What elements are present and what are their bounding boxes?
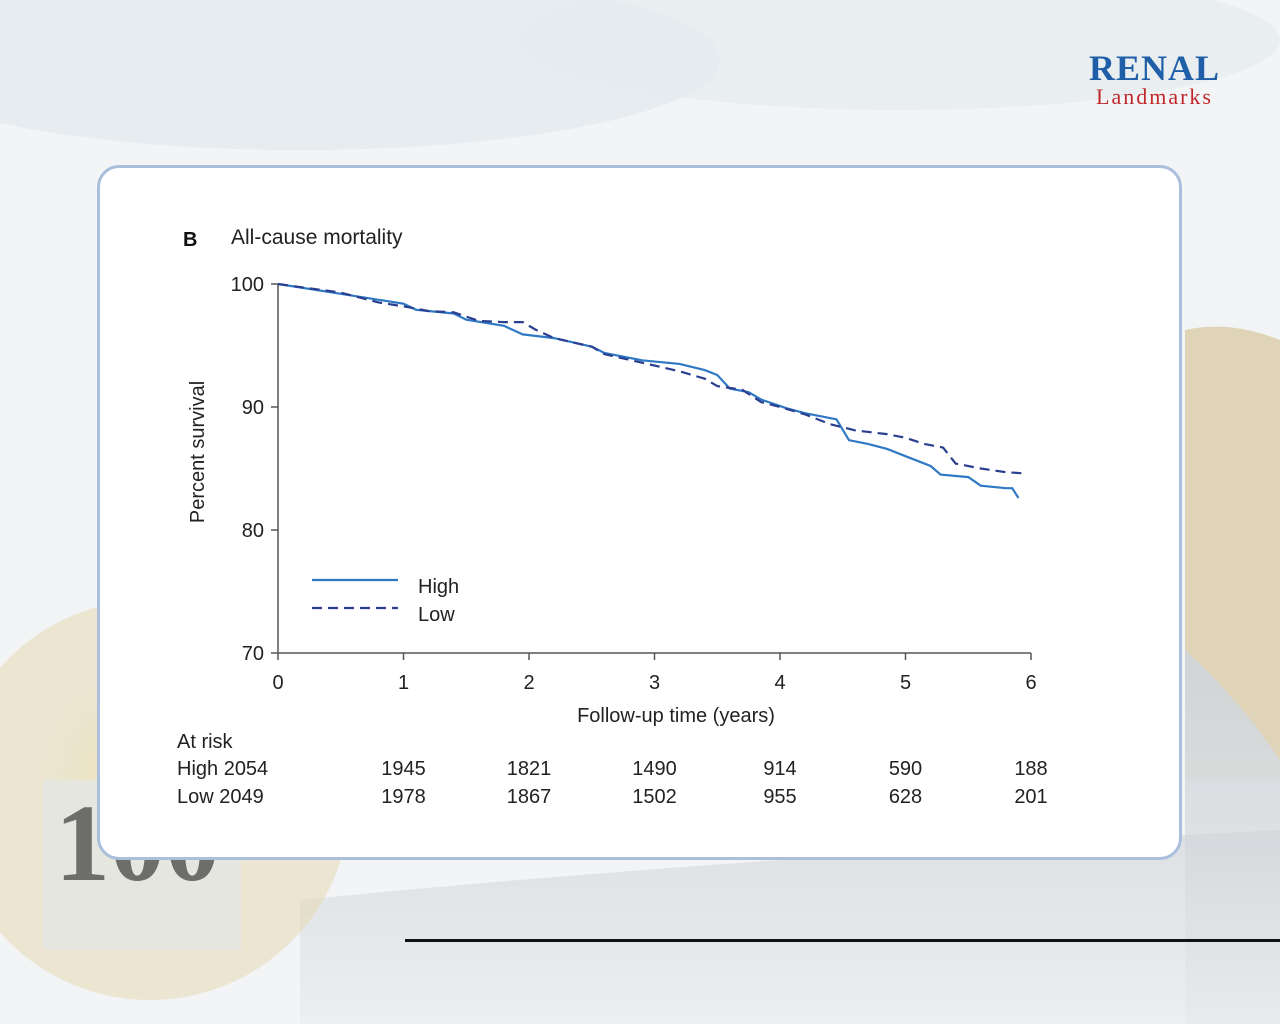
survival-chart: B All-cause mortality Percent survival F… (177, 226, 1048, 808)
footer-rule (405, 939, 1280, 942)
panel-label: B (183, 229, 197, 251)
at-risk-row-label: High 2054 (177, 758, 268, 780)
legend-label-high: High (418, 576, 459, 598)
x-tick-label: 4 (774, 672, 785, 694)
x-tick-label: 6 (1025, 672, 1036, 694)
at-risk-value: 1867 (507, 786, 552, 808)
chart-panel: B All-cause mortality Percent survival F… (97, 165, 1182, 860)
at-risk-value: 1502 (632, 786, 677, 808)
legend-label-low: Low (418, 604, 455, 626)
y-tick-label: 80 (242, 520, 264, 542)
at-risk-header: At risk (177, 731, 234, 753)
at-risk-value: 628 (889, 786, 922, 808)
at-risk-value: 201 (1014, 786, 1047, 808)
x-tick-label: 2 (523, 672, 534, 694)
at-risk-row-label: Low 2049 (177, 786, 264, 808)
series-line-high (277, 282, 1020, 499)
y-tick-label: 70 (242, 643, 264, 665)
y-tick-label: 100 (231, 274, 264, 296)
y-axis-label: Percent survival (187, 381, 209, 523)
x-tick-label: 1 (398, 672, 409, 694)
logo-main-text: RENAL (1088, 48, 1220, 88)
at-risk-value: 1978 (381, 786, 426, 808)
at-risk-value: 188 (1014, 758, 1047, 780)
at-risk-value: 1945 (381, 758, 426, 780)
x-tick-label: 3 (649, 672, 660, 694)
x-axis-label: Follow-up time (years) (577, 705, 775, 727)
series-line-low (277, 282, 1025, 475)
at-risk-value: 914 (763, 758, 796, 780)
at-risk-value: 1821 (507, 758, 552, 780)
y-tick-label: 90 (242, 397, 264, 419)
at-risk-value: 955 (763, 786, 796, 808)
renal-landmarks-logo: RENAL Landmarks (1089, 50, 1220, 108)
x-tick-label: 0 (272, 672, 283, 694)
x-tick-label: 5 (900, 672, 911, 694)
logo-sub-text: Landmarks (1096, 84, 1213, 109)
chart-title: All-cause mortality (231, 226, 403, 249)
at-risk-value: 590 (889, 758, 922, 780)
at-risk-value: 1490 (632, 758, 677, 780)
